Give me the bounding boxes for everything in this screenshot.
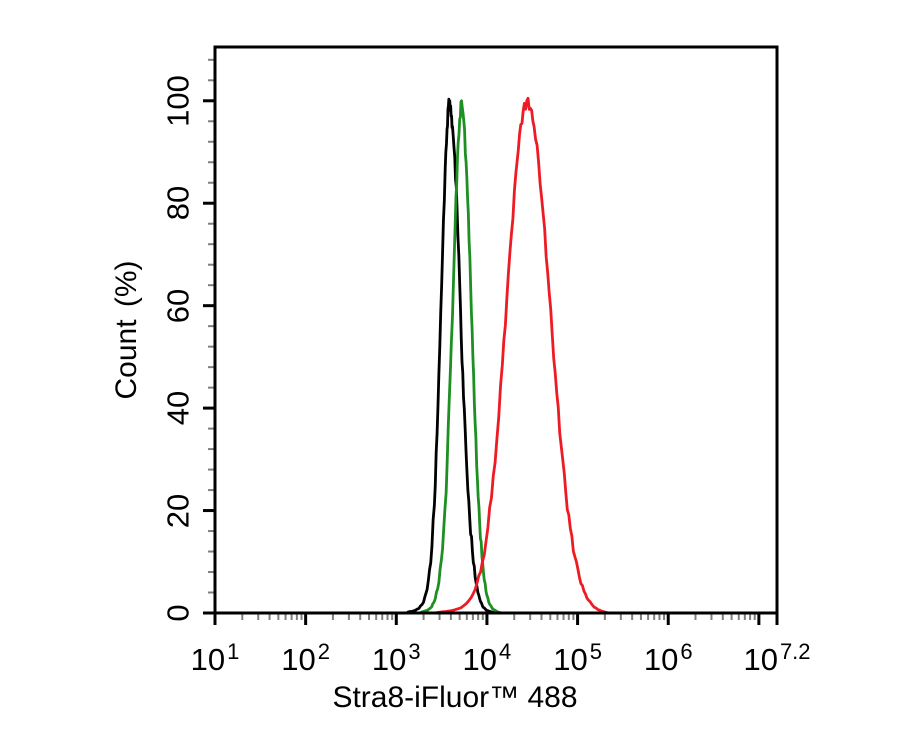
x-tick-base: 10 [553, 642, 588, 677]
x-tick-exponent: 3 [408, 639, 421, 664]
x-tick-base: 10 [281, 642, 316, 677]
x-tick-label-10e1: 101 [190, 639, 240, 677]
y-tick-label-80: 80 [160, 185, 196, 221]
x-tick-base: 10 [643, 642, 679, 677]
x-tick-exponent: 4 [499, 639, 512, 664]
x-tick-base: 10 [190, 642, 226, 677]
y-tick-label-60: 60 [160, 288, 196, 323]
plot-frame [213, 45, 779, 615]
x-tick-label-10e2: 102 [281, 639, 331, 677]
x-axis-title: Stra8-iFluor™ 488 [332, 681, 578, 714]
histogram-curve-red [435, 96, 610, 615]
y-tick-label-0: 0 [160, 604, 196, 622]
x-tick-exponent: 2 [317, 639, 331, 664]
y-tick-label-100: 100 [160, 74, 196, 127]
histogram-curve-green [420, 99, 503, 615]
x-tick-label-10e3: 103 [371, 639, 421, 677]
x-tick-label-10e7.2: 107.2 [743, 639, 811, 677]
x-tick-exponent: 1 [227, 639, 240, 664]
y-tick-label-40: 40 [160, 390, 196, 426]
x-tick-exponent: 6 [680, 639, 693, 664]
histogram-curve-black-control [406, 97, 498, 615]
x-tick-base: 10 [371, 642, 407, 677]
y-axis-title: Count (%) [110, 260, 143, 400]
x-tick-label-10e6: 106 [643, 639, 693, 677]
x-tick-exponent: 7.2 [779, 639, 811, 664]
x-tick-base: 10 [743, 642, 778, 677]
x-tick-exponent: 5 [589, 639, 602, 664]
x-tick-label-10e4: 104 [462, 639, 512, 677]
x-tick-base: 10 [462, 642, 498, 677]
y-tick-label-20: 20 [160, 493, 196, 528]
x-tick-label-10e5: 105 [553, 639, 602, 677]
